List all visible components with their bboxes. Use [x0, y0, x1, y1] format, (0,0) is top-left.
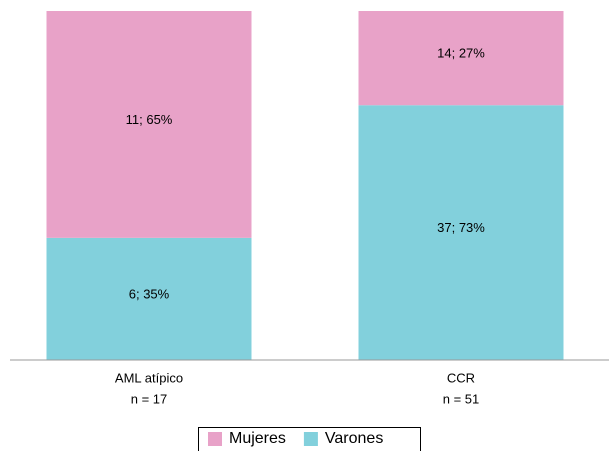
bar-segment: [46, 237, 252, 360]
bar-segment: [358, 11, 564, 106]
legend-label: Varones: [325, 430, 383, 447]
bar-segment: [358, 105, 564, 360]
bar-segment: [46, 11, 252, 238]
legend-swatch: [303, 432, 318, 446]
data-label: 6; 35%: [129, 286, 170, 301]
x-tick-sublabel: n = 51: [443, 391, 480, 406]
legend-swatch: [208, 432, 222, 446]
data-label: 11; 65%: [126, 112, 173, 127]
data-label: 37; 73%: [437, 220, 485, 235]
x-tick-sublabel: n = 17: [131, 391, 168, 406]
data-label: 14; 27%: [437, 46, 485, 61]
x-tick-label: CCR: [447, 370, 475, 385]
x-tick-label: AML atípico: [115, 370, 183, 385]
legend-label: Mujeres: [229, 430, 286, 447]
